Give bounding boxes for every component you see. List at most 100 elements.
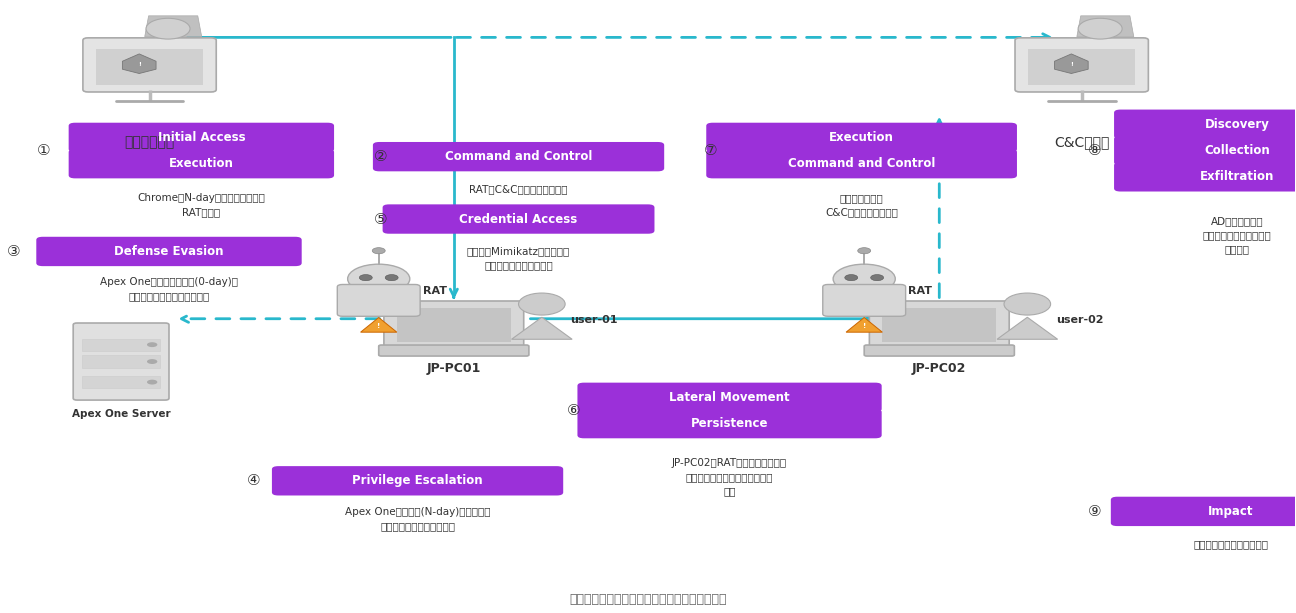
Text: 図：レッドチーム演習で実施した攻撃シナリオ: 図：レッドチーム演習で実施した攻撃シナリオ [569, 593, 727, 606]
Text: RATがC&Cサーバと接続確立: RATがC&Cサーバと接続確立 [469, 184, 568, 194]
Circle shape [871, 275, 884, 281]
Polygon shape [360, 318, 397, 332]
Text: JP-PC02: JP-PC02 [912, 362, 967, 375]
Text: Apex One Server: Apex One Server [71, 409, 170, 419]
Text: Execution: Execution [829, 131, 894, 144]
Circle shape [359, 275, 372, 281]
FancyBboxPatch shape [1115, 162, 1296, 191]
FancyBboxPatch shape [272, 466, 564, 495]
FancyBboxPatch shape [1028, 49, 1135, 85]
Text: Command and Control: Command and Control [445, 150, 592, 163]
Text: RAT: RAT [422, 286, 447, 295]
FancyBboxPatch shape [82, 338, 159, 351]
Text: Command and Control: Command and Control [788, 157, 936, 170]
FancyBboxPatch shape [82, 356, 159, 368]
Text: ADの内部情報や
ドキュメントファイルを
外部送信: ADの内部情報や ドキュメントファイルを 外部送信 [1203, 216, 1271, 254]
FancyBboxPatch shape [378, 345, 529, 356]
Text: C&Cサーバ: C&Cサーバ [1054, 135, 1109, 149]
Polygon shape [136, 39, 205, 58]
Text: Exfiltration: Exfiltration [1200, 170, 1274, 183]
Text: Impact: Impact [1208, 505, 1253, 518]
FancyBboxPatch shape [1115, 110, 1296, 139]
Polygon shape [1055, 54, 1089, 74]
FancyBboxPatch shape [1111, 497, 1296, 526]
FancyBboxPatch shape [96, 49, 203, 85]
Circle shape [372, 248, 385, 254]
FancyBboxPatch shape [36, 237, 302, 266]
Text: !: ! [863, 323, 866, 329]
Circle shape [845, 275, 858, 281]
Polygon shape [846, 318, 883, 332]
Text: Initial Access: Initial Access [158, 131, 245, 144]
Polygon shape [145, 16, 202, 37]
Text: ⑧: ⑧ [1089, 143, 1102, 158]
FancyBboxPatch shape [382, 204, 654, 234]
Text: カスタムMimikatzを実行し、
別ユーザの認証情報窃取: カスタムMimikatzを実行し、 別ユーザの認証情報窃取 [467, 246, 570, 270]
Polygon shape [1077, 16, 1134, 37]
Text: ⑥: ⑥ [566, 403, 581, 418]
Text: Privilege Escalation: Privilege Escalation [353, 474, 483, 487]
Circle shape [347, 264, 410, 294]
Text: ③: ③ [8, 244, 21, 259]
FancyBboxPatch shape [883, 308, 997, 342]
FancyBboxPatch shape [69, 123, 334, 152]
FancyBboxPatch shape [397, 308, 511, 342]
Text: JP-PC02にRATを展開し、再起動
後に実行するショートカットを
作成: JP-PC02にRATを展開し、再起動 後に実行するショートカットを 作成 [673, 458, 787, 496]
Text: 再起動後、再度
C&Cサーバと接続確立: 再起動後、再度 C&Cサーバと接続確立 [826, 193, 898, 218]
Text: Collection: Collection [1204, 144, 1270, 157]
Text: user-02: user-02 [1056, 315, 1103, 325]
Text: ChromeのN-day脆弱性を悪用し、
RATを実行: ChromeのN-day脆弱性を悪用し、 RATを実行 [137, 193, 266, 218]
Circle shape [146, 18, 191, 39]
Text: Apex Oneの脆弱性(N-day)を悪用し、
ローカルで権限昇格を実行: Apex Oneの脆弱性(N-day)を悪用し、 ローカルで権限昇格を実行 [345, 507, 490, 531]
Text: RAT: RAT [908, 286, 932, 295]
Circle shape [146, 342, 157, 347]
Text: Lateral Movement: Lateral Movement [669, 391, 789, 404]
Circle shape [858, 248, 871, 254]
FancyBboxPatch shape [706, 123, 1017, 152]
Text: ②: ② [373, 149, 388, 164]
Circle shape [146, 359, 157, 364]
Text: 疑似ランサムウェアの実行: 疑似ランサムウェアの実行 [1194, 539, 1267, 549]
Text: Execution: Execution [168, 157, 233, 170]
Polygon shape [512, 318, 572, 339]
FancyBboxPatch shape [69, 149, 334, 178]
Text: user-01: user-01 [570, 315, 618, 325]
Text: ①: ① [38, 143, 51, 158]
FancyBboxPatch shape [864, 345, 1015, 356]
Text: Discovery: Discovery [1204, 118, 1270, 131]
Text: JP-PC01: JP-PC01 [426, 362, 481, 375]
Polygon shape [997, 318, 1058, 339]
Text: 改ざんサイト: 改ざんサイト [124, 135, 175, 149]
Text: ⑤: ⑤ [373, 211, 388, 227]
Text: ④: ④ [246, 473, 260, 489]
FancyBboxPatch shape [706, 149, 1017, 178]
Text: ⑦: ⑦ [704, 143, 717, 158]
Text: !: ! [1070, 63, 1073, 67]
Text: Persistence: Persistence [691, 417, 769, 430]
Circle shape [1078, 18, 1122, 39]
FancyBboxPatch shape [83, 38, 216, 92]
FancyBboxPatch shape [373, 142, 664, 172]
FancyBboxPatch shape [578, 409, 881, 438]
FancyBboxPatch shape [384, 301, 524, 349]
FancyBboxPatch shape [1115, 136, 1296, 166]
Text: !: ! [377, 323, 380, 329]
Text: Apex Oneサーバの脆弱性(0-day)を
悪用し、検索設定を強制変更: Apex Oneサーバの脆弱性(0-day)を 悪用し、検索設定を強制変更 [100, 277, 238, 301]
Text: Defense Evasion: Defense Evasion [114, 245, 224, 258]
FancyBboxPatch shape [870, 301, 1010, 349]
Text: !: ! [137, 63, 141, 67]
FancyBboxPatch shape [578, 383, 881, 412]
FancyBboxPatch shape [73, 323, 168, 400]
FancyBboxPatch shape [1015, 38, 1148, 92]
Circle shape [385, 275, 398, 281]
FancyBboxPatch shape [337, 284, 420, 316]
FancyBboxPatch shape [82, 376, 159, 388]
Text: Credential Access: Credential Access [459, 213, 578, 226]
Circle shape [833, 264, 896, 294]
Polygon shape [1068, 39, 1137, 58]
Text: ⑨: ⑨ [1089, 504, 1102, 519]
Circle shape [146, 379, 157, 384]
Circle shape [518, 293, 565, 315]
Circle shape [1004, 293, 1051, 315]
FancyBboxPatch shape [823, 284, 906, 316]
